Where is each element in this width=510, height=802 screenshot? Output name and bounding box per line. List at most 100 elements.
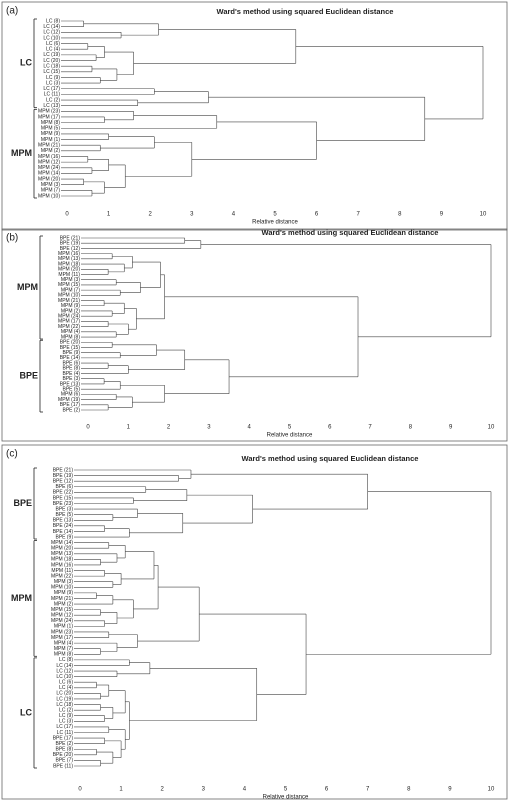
leaf-label: BPE (6) [55, 484, 73, 490]
leaf-label: BPE (9) [62, 350, 80, 356]
leaf-label: MPM (2) [54, 601, 74, 607]
leaf-label: MPM (23) [51, 629, 73, 635]
x-tick-label: 6 [325, 787, 329, 793]
leaf-label: LC (2) [46, 97, 60, 103]
x-tick-label: 6 [328, 425, 332, 431]
chart-title: Ward's method using squared Euclidean di… [217, 7, 394, 16]
leaf-label: MPM (10) [58, 293, 80, 299]
leaf-label: MPM (21) [51, 596, 73, 602]
x-tick-label: 3 [202, 787, 206, 793]
leaf-label: BPE (8) [55, 747, 73, 753]
leaf-label: MPM (2) [41, 148, 61, 154]
leaf-label: BPE (14) [53, 529, 74, 535]
leaf-label: MPM (3) [54, 579, 74, 585]
leaf-label: BPE (21) [60, 235, 81, 241]
leaf-label: LC (8) [59, 657, 73, 663]
chart-title: Ward's method using squared Euclidean di… [242, 454, 419, 463]
group-label: LC [20, 707, 32, 717]
leaf-label: MPM (7) [61, 287, 81, 293]
leaf-label: BPE (17) [60, 402, 81, 408]
leaf-label: LC (10) [43, 35, 60, 41]
x-tick-label: 9 [448, 787, 452, 793]
leaf-label: MPM (13) [58, 256, 80, 262]
group-label: MPM [17, 282, 38, 292]
leaf-label: BPE (19) [60, 241, 81, 247]
leaf-label: BPE (20) [53, 752, 74, 758]
leaf-label: LC (9) [59, 713, 73, 719]
leaf-label: BPE (12) [60, 246, 81, 252]
leaf-label: BPE (2) [55, 741, 73, 747]
leaf-label: MPM (21) [38, 143, 60, 149]
leaf-label: LC (19) [56, 696, 73, 702]
leaf-label: MPM (1) [54, 624, 74, 630]
leaf-label: MPM (10) [38, 193, 60, 199]
leaf-label: MPM (17) [51, 635, 73, 641]
leaf-label: LC (18) [56, 702, 73, 708]
leaf-label: BPE (24) [53, 523, 74, 529]
leaf-label: BPE (15) [53, 495, 74, 501]
leaf-label: LC (18) [43, 63, 60, 69]
leaf-label: LC (12) [56, 668, 73, 674]
leaf-label: LC (13) [43, 103, 60, 109]
x-tick-label: 8 [409, 425, 413, 431]
leaf-label: BPE (4) [62, 371, 80, 377]
x-tick-label: 5 [288, 425, 292, 431]
x-axis-label: Relative distance [263, 795, 309, 801]
panel-label: (b) [6, 233, 18, 244]
leaf-label: MPM (7) [41, 188, 61, 194]
leaf-label: BPE (5) [62, 386, 80, 392]
leaf-label: BPE (5) [55, 512, 73, 518]
x-tick-label: 10 [488, 425, 495, 431]
group-label: BPE [13, 498, 32, 508]
x-axis-label: Relative distance [252, 220, 298, 226]
leaf-label: MPM (24) [38, 165, 60, 171]
leaf-label: LC (14) [56, 663, 73, 669]
leaf-label: BPE (6) [62, 360, 80, 366]
x-tick-label: 6 [315, 212, 319, 218]
x-tick-label: 1 [119, 787, 123, 793]
leaf-label: MPM (10) [51, 585, 73, 591]
leaf-label: BPE (20) [60, 340, 81, 346]
panel-label: (c) [6, 449, 18, 460]
leaf-label: BPE (13) [60, 381, 81, 387]
x-tick-label: 0 [86, 425, 90, 431]
leaf-label: MPM (11) [51, 568, 73, 574]
leaf-label: BPE (11) [53, 763, 73, 769]
leaf-label: MPM (16) [58, 251, 80, 257]
panel-frame [1, 444, 508, 800]
chart-title: Ward's method using squared Euclidean di… [262, 228, 439, 237]
x-tick-label: 4 [248, 425, 252, 431]
leaf-label: MPM (19) [58, 397, 80, 403]
panel-frame [1, 228, 508, 442]
leaf-label: MPM (3) [61, 277, 81, 283]
leaf-label: MPM (8) [54, 652, 74, 658]
leaf-label: MPM (7) [54, 646, 74, 652]
leaf-label: MPM (1) [41, 137, 61, 143]
x-tick-label: 10 [480, 212, 487, 218]
leaf-label: MPM (9) [61, 303, 81, 309]
leaf-label: MPM (17) [38, 114, 60, 120]
leaf-label: MPM (12) [38, 159, 60, 165]
leaf-label: MPM (14) [51, 540, 73, 546]
leaf-label: BPE (15) [60, 345, 81, 351]
x-tick-label: 7 [357, 212, 361, 218]
leaf-label: LC (6) [59, 680, 73, 686]
leaf-label: MPM (6) [61, 392, 81, 398]
leaf-label: MPM (18) [51, 557, 73, 563]
leaf-label: MPM (16) [51, 562, 73, 568]
x-tick-label: 10 [488, 787, 495, 793]
leaf-label: LC (3) [59, 719, 73, 725]
leaf-label: BPE (12) [53, 478, 74, 484]
leaf-label: MPM (9) [54, 590, 74, 596]
leaf-label: LC (20) [43, 58, 60, 64]
leaf-label: MPM (4) [61, 329, 81, 335]
x-tick-label: 8 [407, 787, 411, 793]
leaf-label: BPE (14) [60, 355, 81, 361]
group-label: MPM [11, 148, 32, 158]
leaf-label: MPM (24) [58, 314, 80, 320]
leaf-label: MPM (3) [41, 182, 61, 188]
leaf-label: BPE (22) [53, 490, 74, 496]
x-tick-label: 5 [273, 212, 277, 218]
leaf-label: LC (6) [46, 41, 60, 47]
